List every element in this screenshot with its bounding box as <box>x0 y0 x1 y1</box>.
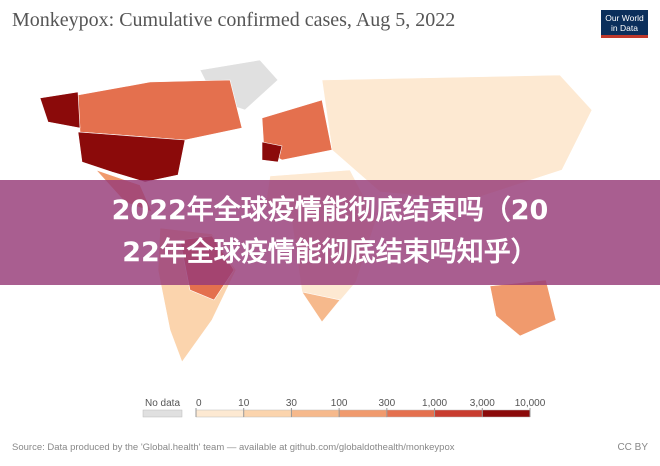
spain <box>261 141 283 163</box>
legend-tick-label: 0 <box>196 398 202 409</box>
legend-tick-label: 100 <box>331 398 348 409</box>
australia <box>489 279 557 337</box>
banner: 2022年全球疫情能彻底结束吗（20 22年全球疫情能彻底结束吗知乎） <box>0 180 660 285</box>
title: Monkeypox: Cumulative confirmed cases, A… <box>12 9 456 31</box>
legend-swatch <box>243 409 292 418</box>
logo-line: in Data <box>611 23 638 33</box>
legend-swatch <box>291 409 340 418</box>
legend-swatch <box>338 409 388 418</box>
license: CC BY <box>617 442 648 453</box>
legend-tick-label: 300 <box>379 398 396 409</box>
legend-tick-label: 30 <box>286 398 298 409</box>
legend-tick-label: 10 <box>238 398 250 409</box>
legend-tick-label: 1,000 <box>422 398 447 409</box>
banner-line: 22年全球疫情能彻底结束吗知乎） <box>122 237 538 268</box>
legend-swatch <box>386 409 435 418</box>
legend-swatch <box>434 409 483 418</box>
legend-swatch <box>142 409 183 418</box>
logo-line: Our World <box>605 13 644 23</box>
source: Source: Data produced by the 'Global.hea… <box>12 442 455 453</box>
legend-label: No data <box>145 398 180 409</box>
usa <box>77 131 186 183</box>
alaska <box>39 91 81 129</box>
logo: Our World in Data <box>601 10 648 38</box>
legend-swatch <box>195 409 244 418</box>
legend: No data 0 10 30 100 300 1,000 3,000 10,000 <box>142 398 546 418</box>
south-africa <box>301 291 341 323</box>
banner-line: 2022年全球疫情能彻底结束吗（20 <box>111 195 549 226</box>
canada <box>77 79 243 141</box>
legend-swatch <box>482 409 531 418</box>
legend-tick-label: 10,000 <box>515 398 546 409</box>
legend-tick-label: 3,000 <box>470 398 495 409</box>
